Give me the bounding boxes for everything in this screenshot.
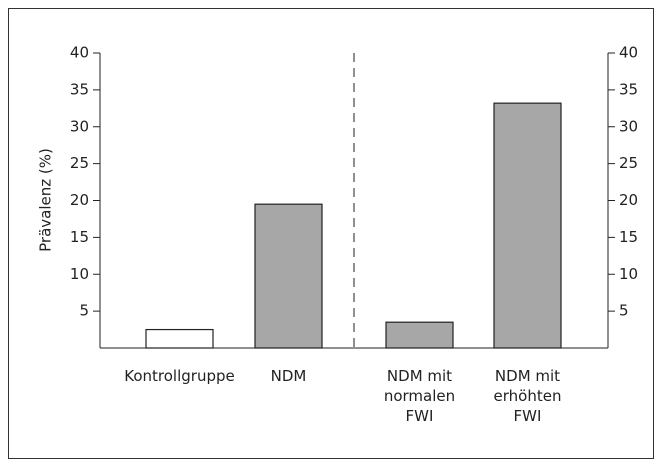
y-axis-label: Prävalenz (%): [37, 148, 55, 252]
x-tick-label: NDM mit erhöhten FWI: [493, 367, 562, 425]
y-tick-label: 5: [79, 302, 89, 320]
y-tick-label: 40: [70, 44, 89, 62]
bar: [254, 203, 323, 349]
y2-tick-label: 15: [619, 228, 638, 246]
y-tick-label: 25: [70, 154, 89, 172]
x-tick-label: Kontrollgruppe: [124, 367, 235, 385]
x-tick-label: NDM: [270, 367, 307, 385]
y2-tick-label: 10: [619, 265, 638, 283]
bar: [385, 321, 454, 349]
y2-tick-label: 40: [619, 44, 638, 62]
y-tick-label: 10: [70, 265, 89, 283]
y2-tick-label: 30: [619, 117, 638, 135]
y-tick-label: 20: [70, 191, 89, 209]
x-tick-label: NDM mit normalen FWI: [383, 367, 456, 425]
y-tick-label: 15: [70, 228, 89, 246]
y-tick-label: 30: [70, 117, 89, 135]
y2-tick-label: 5: [619, 302, 629, 320]
y2-tick-label: 35: [619, 80, 638, 98]
y-tick-label: 35: [70, 80, 89, 98]
frame: [8, 8, 654, 459]
bar: [145, 328, 214, 349]
y2-tick-label: 25: [619, 154, 638, 172]
bar: [493, 102, 562, 349]
y2-tick-label: 20: [619, 191, 638, 209]
